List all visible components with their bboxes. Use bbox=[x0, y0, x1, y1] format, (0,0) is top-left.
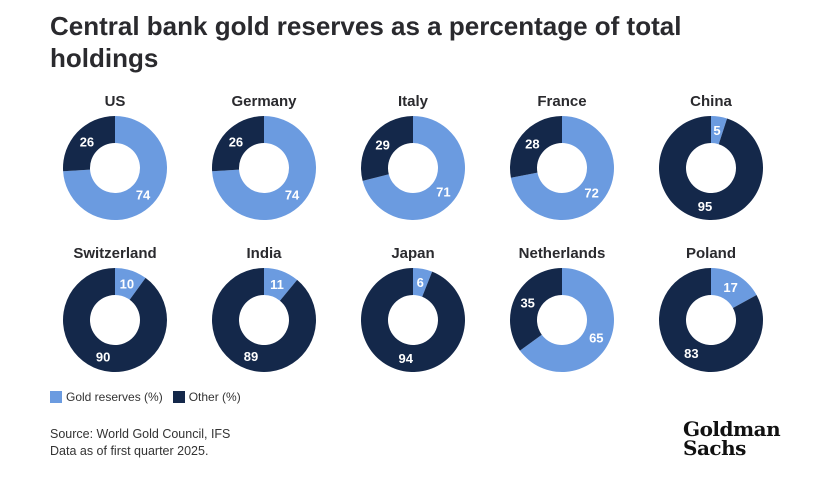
donut-switzerland: Switzerland 10 90 bbox=[62, 245, 167, 372]
donut-japan: Japan 6 94 bbox=[361, 245, 465, 373]
slice-gold-italy bbox=[362, 116, 465, 221]
donut-us: US 74 26 bbox=[63, 93, 167, 220]
slice-gold-netherlands bbox=[519, 268, 614, 372]
value-label-other-switzerland: 90 bbox=[96, 350, 110, 365]
value-label-other-india: 89 bbox=[244, 349, 258, 364]
slice-gold-germany bbox=[212, 116, 316, 220]
value-label-other-poland: 83 bbox=[684, 346, 698, 361]
legend-item-other: Other (%) bbox=[172, 390, 241, 404]
chart-title: Central bank gold reserves as a percenta… bbox=[50, 11, 682, 73]
value-label-other-japan: 94 bbox=[399, 351, 414, 366]
slice-other-japan bbox=[361, 268, 465, 373]
donut-india: India 11 89 bbox=[212, 245, 316, 373]
donut-china: China 5 95 bbox=[659, 93, 764, 220]
value-label-gold-switzerland: 10 bbox=[120, 276, 134, 291]
donut-france: France 72 28 bbox=[510, 93, 614, 220]
slice-other-germany bbox=[212, 116, 264, 172]
value-label-other-china: 95 bbox=[698, 199, 712, 214]
value-label-gold-china: 5 bbox=[713, 123, 720, 138]
country-label-netherlands: Netherlands bbox=[519, 245, 606, 262]
donut-chart-grid: US 74 26 Germany 74 26 Italy 71 29 France 72 28 Chin… bbox=[62, 93, 764, 373]
country-label-france: France bbox=[537, 93, 586, 110]
country-label-germany: Germany bbox=[231, 93, 297, 110]
slice-other-us bbox=[63, 116, 115, 172]
legend-label-gold: Gold reserves (%) bbox=[66, 390, 163, 404]
legend: Gold reserves (%) Other (%) bbox=[50, 390, 241, 404]
value-label-gold-us: 74 bbox=[136, 187, 151, 202]
slice-gold-us bbox=[63, 116, 167, 220]
slice-other-india bbox=[212, 268, 316, 373]
value-label-other-us: 26 bbox=[80, 135, 94, 150]
legend-swatch-gold bbox=[50, 391, 62, 403]
slice-other-italy bbox=[361, 116, 413, 181]
slice-gold-japan bbox=[413, 268, 433, 297]
country-label-china: China bbox=[690, 93, 732, 110]
slice-other-poland bbox=[659, 268, 763, 372]
data-date-line: Data as of first quarter 2025. bbox=[50, 444, 209, 458]
value-label-gold-japan: 6 bbox=[417, 275, 424, 290]
slice-gold-switzerland bbox=[115, 268, 146, 300]
country-label-poland: Poland bbox=[686, 245, 736, 262]
value-label-gold-germany: 74 bbox=[285, 187, 300, 202]
source-line: Source: World Gold Council, IFS bbox=[50, 427, 231, 441]
legend-swatch-other bbox=[172, 391, 185, 403]
logo-line-2: Sachs bbox=[683, 436, 746, 460]
donut-netherlands: Netherlands 65 35 bbox=[509, 245, 614, 372]
country-label-us: US bbox=[105, 93, 126, 110]
value-label-gold-india: 11 bbox=[270, 277, 284, 292]
slice-other-china bbox=[659, 116, 764, 220]
country-label-japan: Japan bbox=[391, 245, 434, 262]
slice-gold-china bbox=[711, 116, 728, 145]
country-label-switzerland: Switzerland bbox=[73, 245, 156, 262]
value-label-other-italy: 29 bbox=[375, 137, 389, 152]
slice-other-netherlands bbox=[509, 268, 562, 351]
country-label-india: India bbox=[246, 245, 282, 262]
donut-italy: Italy 71 29 bbox=[361, 93, 465, 221]
legend-item-gold: Gold reserves (%) bbox=[50, 390, 163, 404]
value-label-gold-france: 72 bbox=[584, 186, 598, 201]
source-note: Source: World Gold Council, IFS Data as … bbox=[50, 426, 230, 460]
goldman-sachs-logo: Goldman Sachs bbox=[683, 417, 781, 460]
donut-germany: Germany 74 26 bbox=[212, 93, 316, 220]
legend-label-other: Other (%) bbox=[188, 390, 241, 404]
logo-line-1: Goldman bbox=[683, 417, 781, 441]
value-label-gold-italy: 71 bbox=[436, 185, 450, 200]
value-label-other-netherlands: 35 bbox=[520, 296, 534, 311]
slice-gold-poland bbox=[711, 268, 757, 308]
slice-other-france bbox=[510, 116, 562, 178]
value-label-gold-netherlands: 65 bbox=[589, 330, 603, 345]
country-label-italy: Italy bbox=[398, 93, 429, 110]
slice-gold-india bbox=[264, 268, 298, 301]
donut-poland: Poland 17 83 bbox=[659, 245, 763, 372]
value-label-gold-poland: 17 bbox=[723, 280, 737, 295]
value-label-other-france: 28 bbox=[525, 136, 539, 151]
slice-other-switzerland bbox=[62, 268, 167, 372]
value-label-other-germany: 26 bbox=[229, 135, 243, 150]
slice-gold-france bbox=[510, 116, 614, 220]
